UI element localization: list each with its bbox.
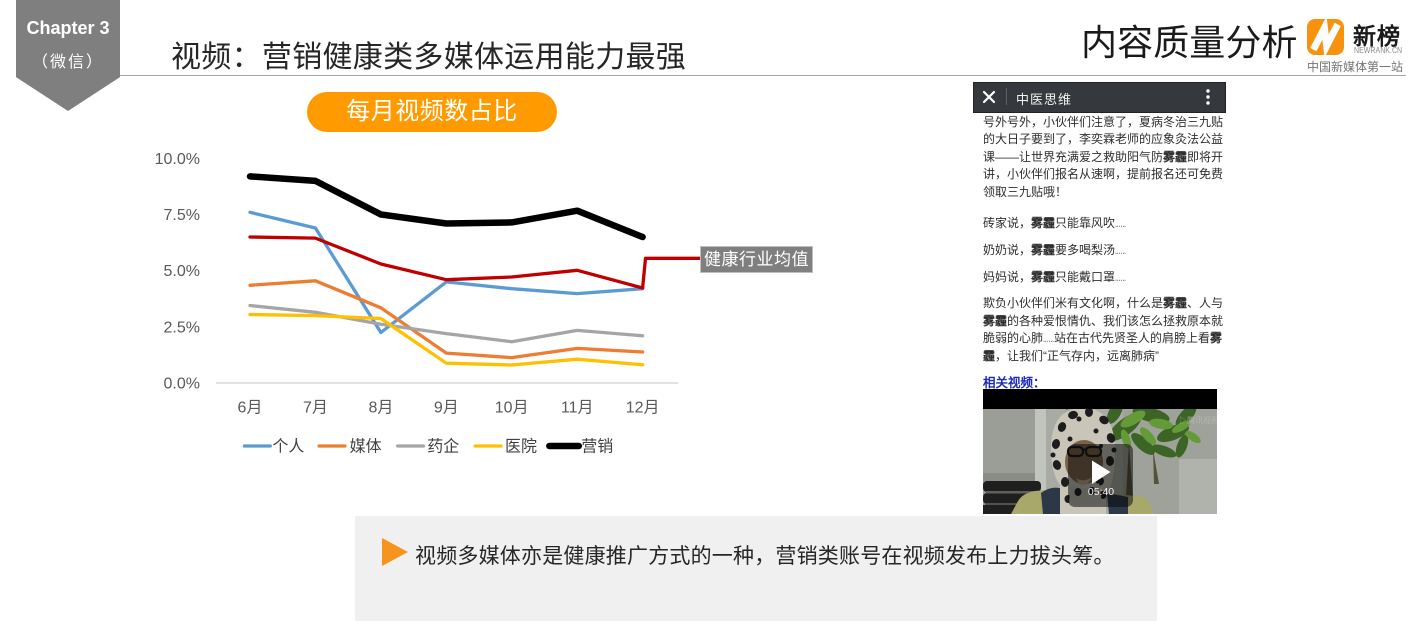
- svg-text:▷腾讯视频: ▷腾讯视频: [1179, 415, 1217, 425]
- svg-text:7.5%: 7.5%: [164, 207, 200, 224]
- svg-text:药企: 药企: [427, 438, 459, 456]
- svg-text:2.5%: 2.5%: [164, 319, 200, 336]
- svg-text:10.0%: 10.0%: [155, 151, 200, 168]
- svg-text:0.0%: 0.0%: [164, 376, 200, 393]
- svg-text:7月: 7月: [303, 400, 328, 417]
- svg-text:媒体: 媒体: [350, 438, 382, 456]
- svg-text:10月: 10月: [495, 400, 529, 417]
- svg-text:5.0%: 5.0%: [164, 263, 200, 280]
- svg-text:医院: 医院: [505, 438, 537, 456]
- svg-text:12月: 12月: [626, 400, 660, 417]
- svg-text:9月: 9月: [434, 400, 459, 417]
- svg-text:6月: 6月: [238, 400, 263, 417]
- svg-text:8月: 8月: [368, 400, 393, 417]
- svg-text:11月: 11月: [561, 400, 594, 417]
- svg-text:05:40: 05:40: [1088, 486, 1114, 498]
- svg-text:营销: 营销: [581, 438, 613, 456]
- svg-text:个人: 个人: [272, 438, 304, 456]
